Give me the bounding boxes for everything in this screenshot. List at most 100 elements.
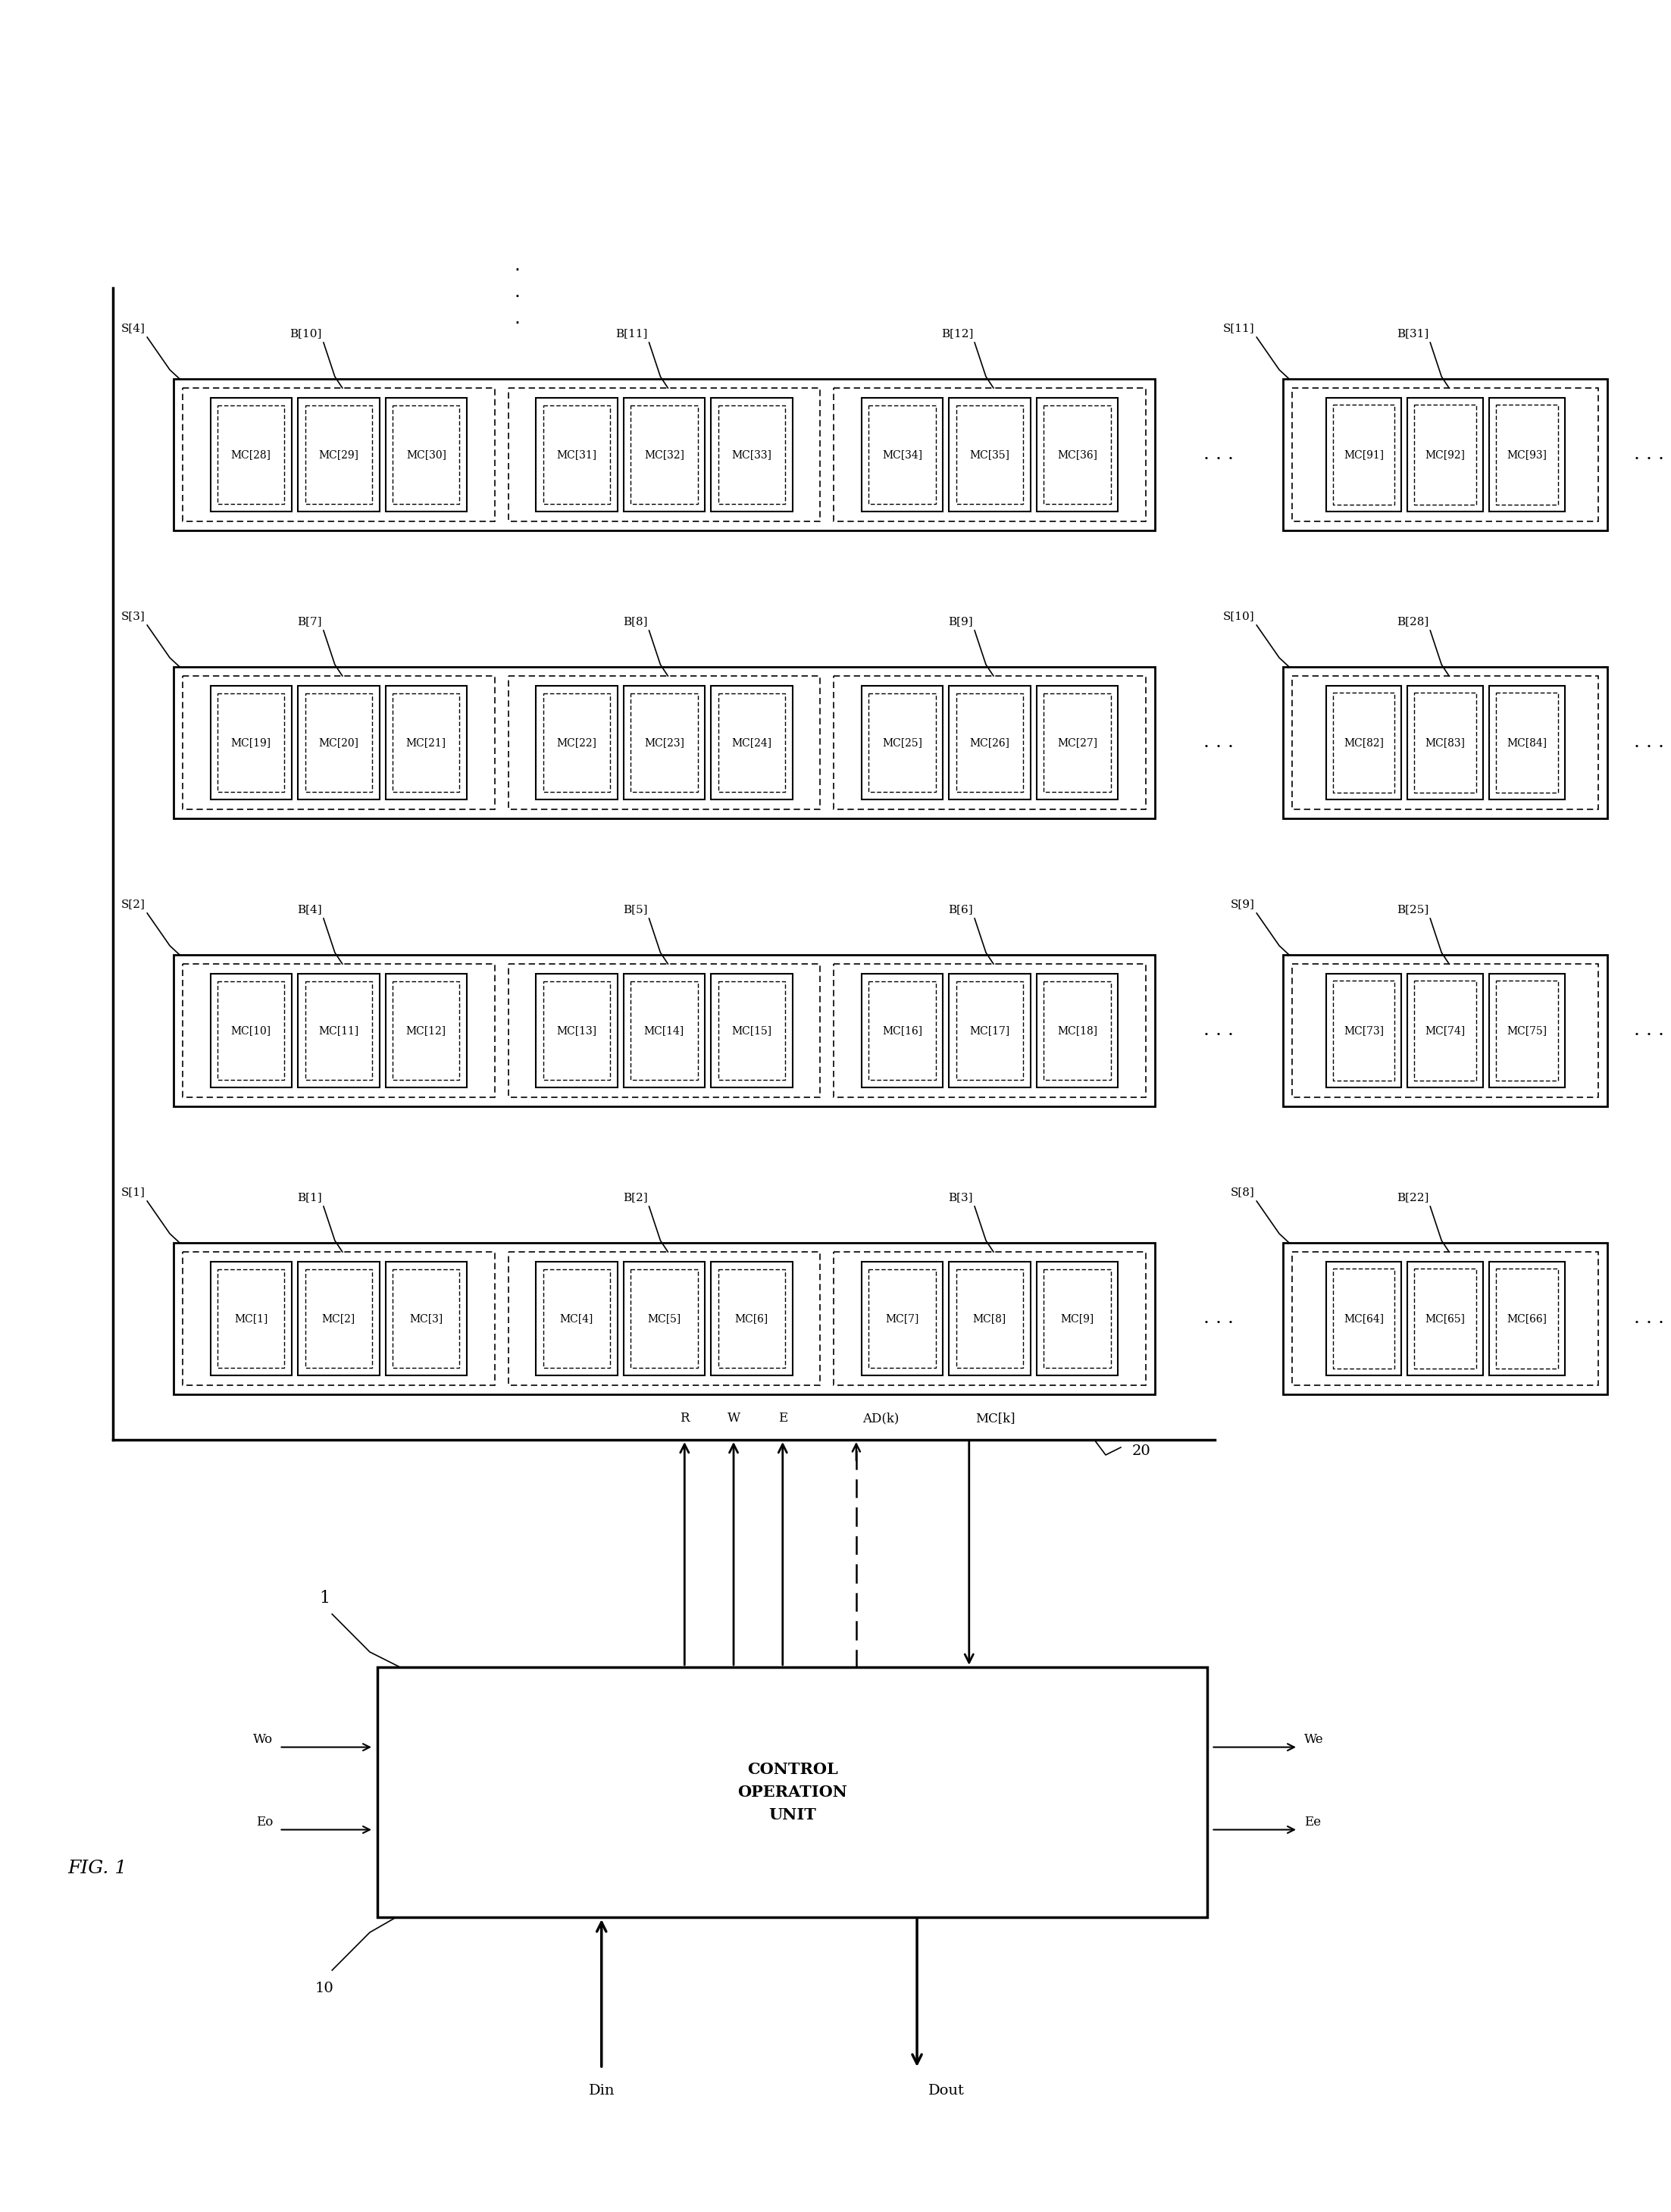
- Text: S[1]: S[1]: [120, 1186, 145, 1197]
- Text: MC[32]: MC[32]: [643, 449, 683, 460]
- Text: MC[66]: MC[66]: [1507, 1314, 1547, 1323]
- Text: MC[3]: MC[3]: [409, 1314, 443, 1323]
- Bar: [508, 964, 820, 1097]
- Text: B[1]: B[1]: [297, 1192, 323, 1203]
- Bar: [1327, 686, 1402, 799]
- Bar: [1292, 964, 1599, 1097]
- Bar: [630, 405, 697, 504]
- Bar: [543, 405, 610, 504]
- Bar: [543, 982, 610, 1079]
- Bar: [217, 1270, 284, 1367]
- Text: 20: 20: [1131, 1444, 1151, 1458]
- Text: MC[18]: MC[18]: [1058, 1026, 1098, 1035]
- Bar: [949, 1261, 1031, 1376]
- Text: B[28]: B[28]: [1397, 617, 1429, 626]
- Bar: [217, 982, 284, 1079]
- Bar: [1327, 1261, 1402, 1376]
- Bar: [536, 686, 617, 799]
- Bar: [1496, 405, 1557, 504]
- Text: MC[92]: MC[92]: [1425, 449, 1465, 460]
- Text: MC[24]: MC[24]: [732, 737, 772, 748]
- Bar: [1044, 982, 1111, 1079]
- Text: B[11]: B[11]: [615, 327, 648, 338]
- Text: MC[31]: MC[31]: [556, 449, 597, 460]
- Bar: [1036, 1261, 1118, 1376]
- Bar: [719, 1270, 785, 1367]
- Bar: [536, 398, 617, 511]
- Text: S[10]: S[10]: [1223, 611, 1255, 622]
- Text: R: R: [680, 1411, 688, 1425]
- Bar: [834, 677, 1146, 810]
- Text: E: E: [779, 1411, 787, 1425]
- Text: MC[33]: MC[33]: [732, 449, 772, 460]
- Text: . . .: . . .: [1203, 1022, 1235, 1040]
- Text: .: .: [515, 283, 520, 301]
- Bar: [869, 405, 936, 504]
- Text: MC[29]: MC[29]: [319, 449, 359, 460]
- Bar: [719, 982, 785, 1079]
- Bar: [861, 973, 942, 1088]
- Text: AD(k): AD(k): [862, 1411, 899, 1425]
- Text: MC[83]: MC[83]: [1425, 737, 1465, 748]
- Text: Din: Din: [588, 2084, 615, 2097]
- Bar: [508, 387, 820, 522]
- Bar: [1414, 692, 1475, 792]
- Bar: [1283, 378, 1608, 531]
- Bar: [1036, 686, 1118, 799]
- Bar: [1489, 973, 1564, 1088]
- Bar: [1283, 1243, 1608, 1394]
- Bar: [1327, 973, 1402, 1088]
- Text: B[7]: B[7]: [297, 617, 323, 626]
- Text: MC[35]: MC[35]: [969, 449, 1009, 460]
- Bar: [1407, 1261, 1484, 1376]
- Text: B[9]: B[9]: [949, 617, 973, 626]
- Text: MC[13]: MC[13]: [556, 1026, 597, 1035]
- Bar: [1044, 1270, 1111, 1367]
- Bar: [1333, 692, 1395, 792]
- Bar: [1489, 686, 1564, 799]
- Text: MC[4]: MC[4]: [560, 1314, 593, 1323]
- Bar: [1292, 387, 1599, 522]
- Bar: [710, 398, 792, 511]
- Bar: [174, 956, 1155, 1106]
- Bar: [217, 692, 284, 792]
- Bar: [182, 964, 495, 1097]
- Bar: [211, 686, 292, 799]
- Bar: [623, 973, 705, 1088]
- Text: S[4]: S[4]: [120, 323, 145, 334]
- Bar: [174, 1243, 1155, 1394]
- Bar: [174, 378, 1155, 531]
- Text: B[4]: B[4]: [297, 905, 323, 914]
- Bar: [174, 666, 1155, 818]
- Bar: [861, 398, 942, 511]
- Text: 10: 10: [316, 1982, 334, 1995]
- Bar: [1496, 692, 1557, 792]
- Bar: [211, 1261, 292, 1376]
- Text: .: .: [515, 310, 520, 327]
- Text: MC[19]: MC[19]: [231, 737, 271, 748]
- Bar: [543, 1270, 610, 1367]
- Bar: [956, 405, 1023, 504]
- Text: We: We: [1303, 1734, 1323, 1745]
- Bar: [834, 964, 1146, 1097]
- Bar: [861, 686, 942, 799]
- Bar: [386, 973, 466, 1088]
- Bar: [630, 982, 697, 1079]
- Bar: [1414, 405, 1475, 504]
- Bar: [630, 1270, 697, 1367]
- Text: MC[75]: MC[75]: [1507, 1026, 1547, 1035]
- Text: MC[73]: MC[73]: [1343, 1026, 1384, 1035]
- Bar: [1283, 956, 1608, 1106]
- Text: 1: 1: [319, 1590, 329, 1606]
- Text: MC[11]: MC[11]: [319, 1026, 359, 1035]
- Bar: [386, 1261, 466, 1376]
- Text: MC[6]: MC[6]: [735, 1314, 769, 1323]
- Text: S[3]: S[3]: [120, 611, 145, 622]
- Bar: [1283, 666, 1608, 818]
- Bar: [1333, 1267, 1395, 1369]
- Text: B[8]: B[8]: [623, 617, 648, 626]
- Text: MC[22]: MC[22]: [556, 737, 597, 748]
- Text: MC[74]: MC[74]: [1425, 1026, 1465, 1035]
- Text: MC[10]: MC[10]: [231, 1026, 271, 1035]
- Bar: [217, 405, 284, 504]
